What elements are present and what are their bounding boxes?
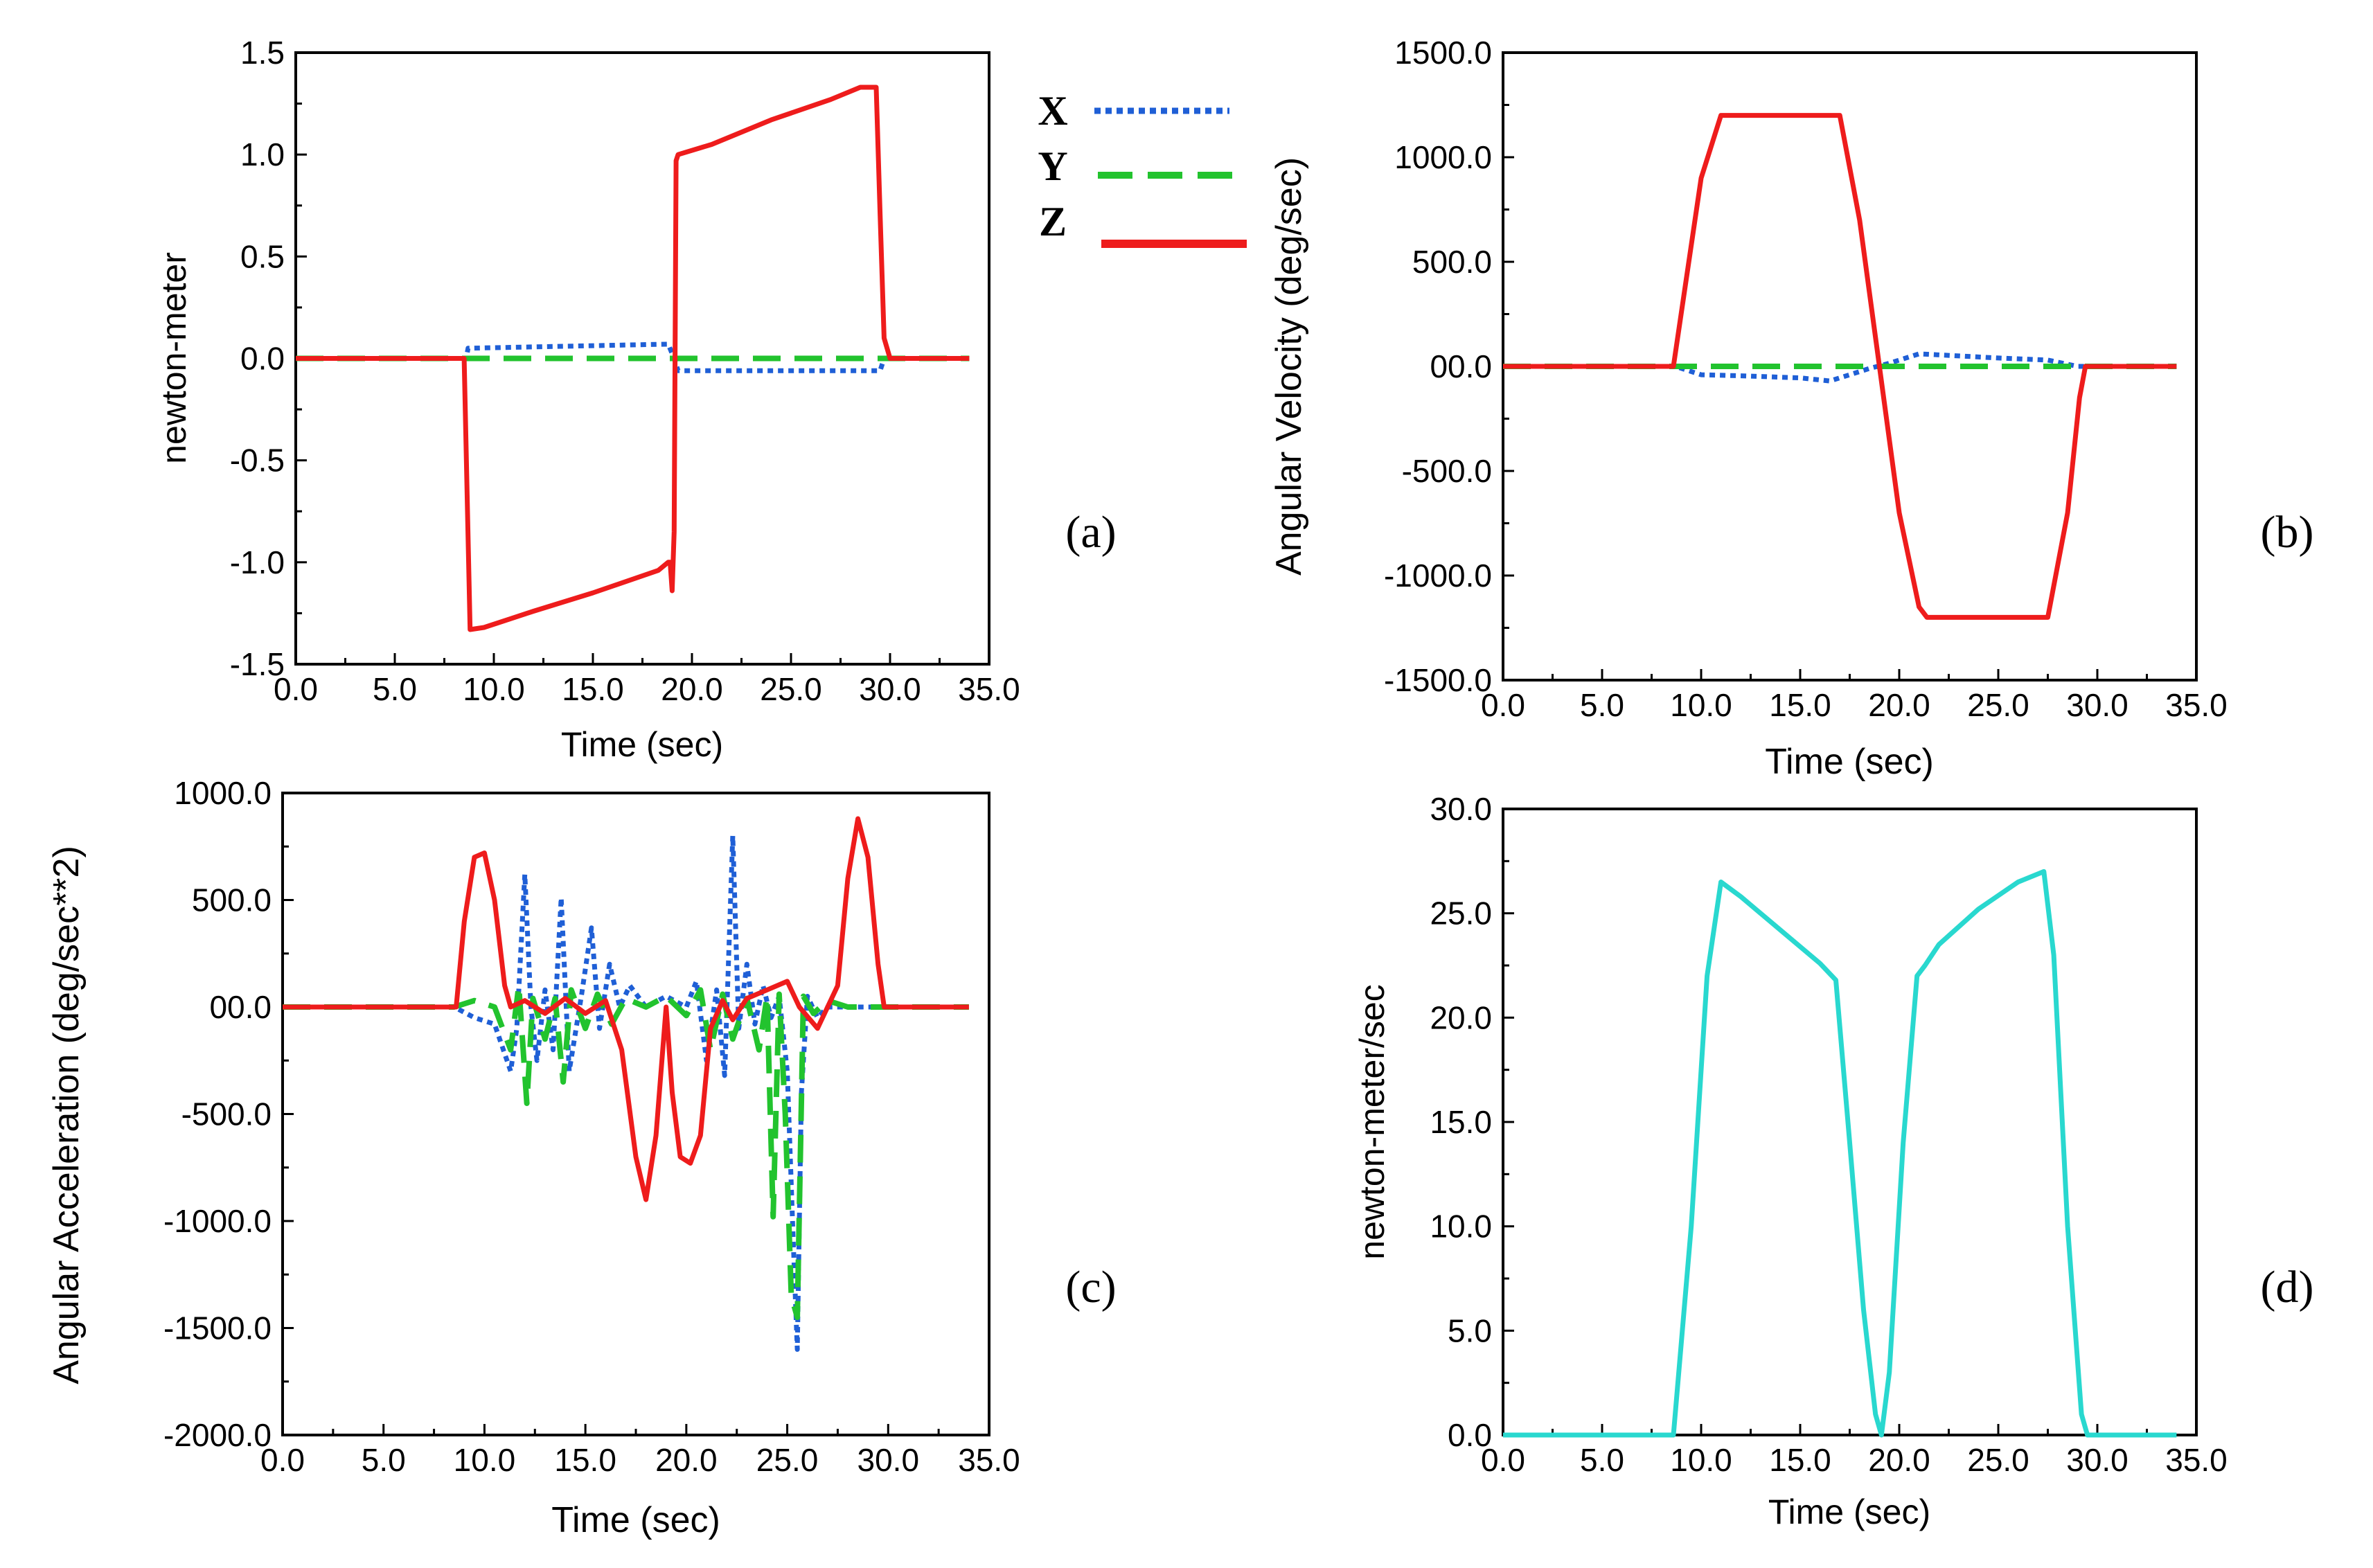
x-tick-label-c-2: 10.0	[454, 1442, 516, 1478]
legend-label-x: X	[1038, 88, 1067, 134]
x-tick-label-d-3: 15.0	[1769, 1442, 1831, 1478]
y-tick-label-b-1: 1000.0	[1394, 139, 1492, 175]
y-tick-label-a-3: 0.0	[240, 341, 285, 377]
y-tick-label-a-5: -1.0	[230, 544, 285, 580]
y-tick-label-a-4: -0.5	[230, 443, 285, 479]
x-tick-label-a-2: 10.0	[463, 671, 525, 707]
y-tick-label-c-2: 00.0	[209, 989, 272, 1025]
y-tick-label-c-1: 500.0	[192, 882, 272, 918]
y-tick-label-c-6: -2000.0	[163, 1417, 272, 1453]
y-tick-label-d-5: 5.0	[1448, 1312, 1492, 1348]
x-tick-label-c-1: 5.0	[362, 1442, 406, 1478]
x-tick-label-b-0: 0.0	[1481, 687, 1525, 723]
y-tick-label-b-0: 1500.0	[1394, 35, 1492, 71]
y-tick-label-d-4: 10.0	[1430, 1209, 1492, 1245]
panel-label-a: (a)	[1065, 507, 1116, 558]
y-tick-label-a-1: 1.0	[240, 136, 285, 172]
y-tick-label-c-3: -500.0	[181, 1096, 272, 1132]
y-tick-label-d-6: 0.0	[1448, 1417, 1492, 1453]
x-tick-label-c-5: 25.0	[756, 1442, 819, 1478]
y-tick-label-c-4: -1000.0	[163, 1203, 272, 1239]
x-tick-label-b-2: 10.0	[1670, 687, 1732, 723]
series-b-z	[1503, 113, 2177, 620]
y-tick-label-c-0: 1000.0	[174, 775, 272, 811]
x-tick-label-d-7: 35.0	[2165, 1442, 2228, 1478]
series-c-y	[283, 983, 969, 1320]
panel-a-torque-chart: 0.0 5.0 10.0 15.0 20.0 25.0 30.0 35.0 1.5 1.0 0.5 0…	[154, 35, 1117, 764]
y-tick-label-d-2: 20.0	[1430, 999, 1492, 1035]
x-tick-label-c-4: 20.0	[655, 1442, 718, 1478]
x-tick-label-a-6: 30.0	[859, 671, 921, 707]
x-tick-label-d-4: 20.0	[1868, 1442, 1930, 1478]
plot-area-c	[281, 792, 990, 1436]
y-axis-label-c: Angular Acceleration (deg/sec**2)	[46, 846, 87, 1384]
x-tick-label-d-2: 10.0	[1670, 1442, 1732, 1478]
x-tick-label-d-6: 30.0	[2066, 1442, 2128, 1478]
x-axis-label-d: Time (sec)	[1768, 1493, 1930, 1531]
legend-label-z: Z	[1039, 199, 1067, 244]
x-tick-label-b-6: 30.0	[2066, 687, 2128, 723]
panel-label-d: (d)	[2261, 1262, 2314, 1312]
panel-label-b: (b)	[2261, 507, 2314, 558]
x-tick-label-b-4: 20.0	[1868, 687, 1930, 723]
y-axis-label-a: newton-meter	[154, 252, 193, 464]
y-axis-label-b: Angular Velocity (deg/sec)	[1269, 157, 1309, 576]
x-tick-label-d-1: 5.0	[1580, 1442, 1624, 1478]
panel-c-angular-acceleration-chart: 0.0 5.0 10.0 15.0 20.0 25.0 30.0 35.0 1000.0 500.…	[46, 775, 1117, 1540]
series-d-power	[1503, 868, 2177, 1438]
y-tick-label-d-3: 15.0	[1430, 1104, 1492, 1140]
x-tick-label-b-1: 5.0	[1580, 687, 1624, 723]
x-tick-label-a-4: 20.0	[661, 671, 723, 707]
series-a-z	[296, 84, 970, 632]
y-axis-label-d: newton-meter/sec	[1353, 984, 1392, 1259]
y-tick-label-d-1: 25.0	[1430, 896, 1492, 932]
y-tick-label-b-5: -1000.0	[1384, 558, 1492, 594]
legend-label-y: Y	[1038, 143, 1067, 189]
x-tick-label-b-3: 15.0	[1769, 687, 1831, 723]
x-tick-label-d-5: 25.0	[1967, 1442, 2029, 1478]
y-tick-label-a-2: 0.5	[240, 238, 285, 274]
x-tick-label-a-7: 35.0	[958, 671, 1020, 707]
x-tick-label-c-3: 15.0	[554, 1442, 616, 1478]
x-tick-label-a-3: 15.0	[562, 671, 624, 707]
x-tick-label-a-5: 25.0	[760, 671, 822, 707]
series-b-x	[1503, 351, 2177, 384]
y-tick-label-d-0: 30.0	[1430, 791, 1492, 827]
x-tick-label-c-0: 0.0	[260, 1442, 305, 1478]
y-tick-label-a-0: 1.5	[240, 35, 285, 71]
x-tick-label-b-5: 25.0	[1967, 687, 2029, 723]
y-tick-label-b-2: 500.0	[1412, 244, 1492, 280]
x-tick-label-a-0: 0.0	[274, 671, 318, 707]
x-tick-label-a-1: 5.0	[373, 671, 417, 707]
x-tick-label-c-7: 35.0	[958, 1442, 1020, 1478]
panel-label-c: (c)	[1065, 1262, 1116, 1312]
y-tick-label-b-3: 00.0	[1430, 348, 1492, 384]
x-axis-label-a: Time (sec)	[561, 725, 723, 764]
y-tick-label-c-5: -1500.0	[163, 1310, 272, 1346]
panel-b-angular-velocity-chart: 0.0 5.0 10.0 15.0 20.0 25.0 30.0 35.0 1500.0 1000…	[1269, 35, 2313, 782]
y-tick-label-b-4: -500.0	[1402, 453, 1492, 489]
x-tick-label-c-6: 30.0	[857, 1442, 920, 1478]
legend: X Y Z	[1038, 88, 1247, 248]
x-tick-label-b-7: 35.0	[2165, 687, 2228, 723]
series-c-z	[283, 816, 969, 1202]
x-axis-label-c: Time (sec)	[551, 1500, 720, 1540]
panel-d-power-chart: 0.0 5.0 10.0 15.0 20.0 25.0 30.0 35.0 30.0 25.0 20…	[1353, 791, 2313, 1531]
y-tick-label-b-6: -1500.0	[1384, 662, 1492, 698]
x-tick-label-d-0: 0.0	[1481, 1442, 1525, 1478]
y-tick-label-a-6: -1.5	[230, 646, 285, 682]
x-axis-label-b: Time (sec)	[1765, 742, 1934, 782]
